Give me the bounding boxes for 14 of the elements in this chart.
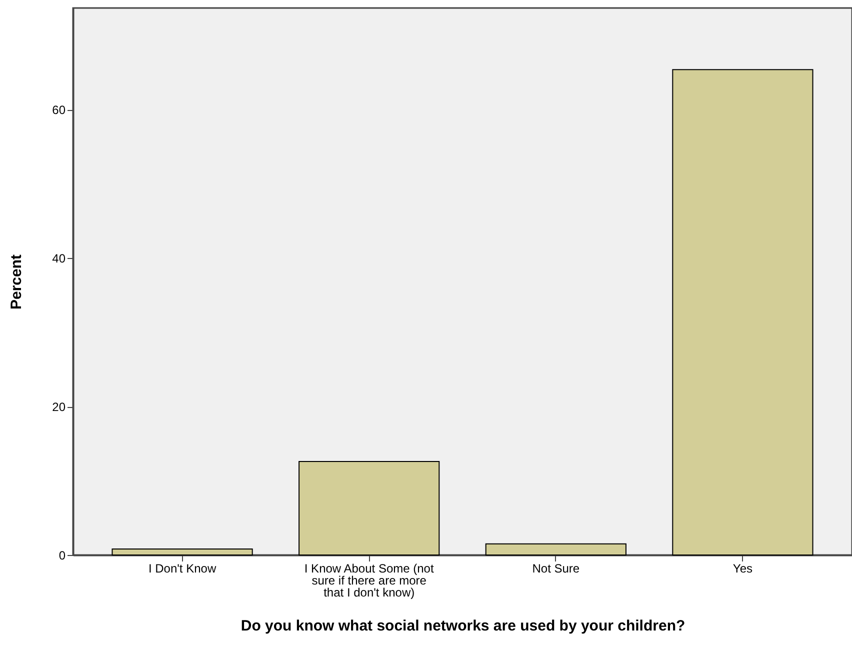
bar	[672, 69, 814, 556]
x-tick-label: I Don't Know	[148, 562, 216, 576]
y-tick-label: 0	[58, 548, 66, 562]
y-tick-label: 40	[52, 252, 66, 266]
x-tick-label: Yes	[732, 562, 753, 576]
bar	[298, 460, 440, 556]
bar	[485, 543, 626, 556]
y-axis-title: Percent	[8, 254, 26, 310]
bar	[112, 548, 253, 556]
x-tick-label: Not Sure	[532, 562, 580, 576]
x-axis-title: Do you know what social networks are used by your children?	[240, 618, 686, 634]
y-tick-label: 60	[52, 103, 66, 118]
y-tick-label: 20	[52, 400, 66, 414]
x-tick-label: I Know About Some (not sure if there are more that I don't know)	[304, 562, 434, 600]
